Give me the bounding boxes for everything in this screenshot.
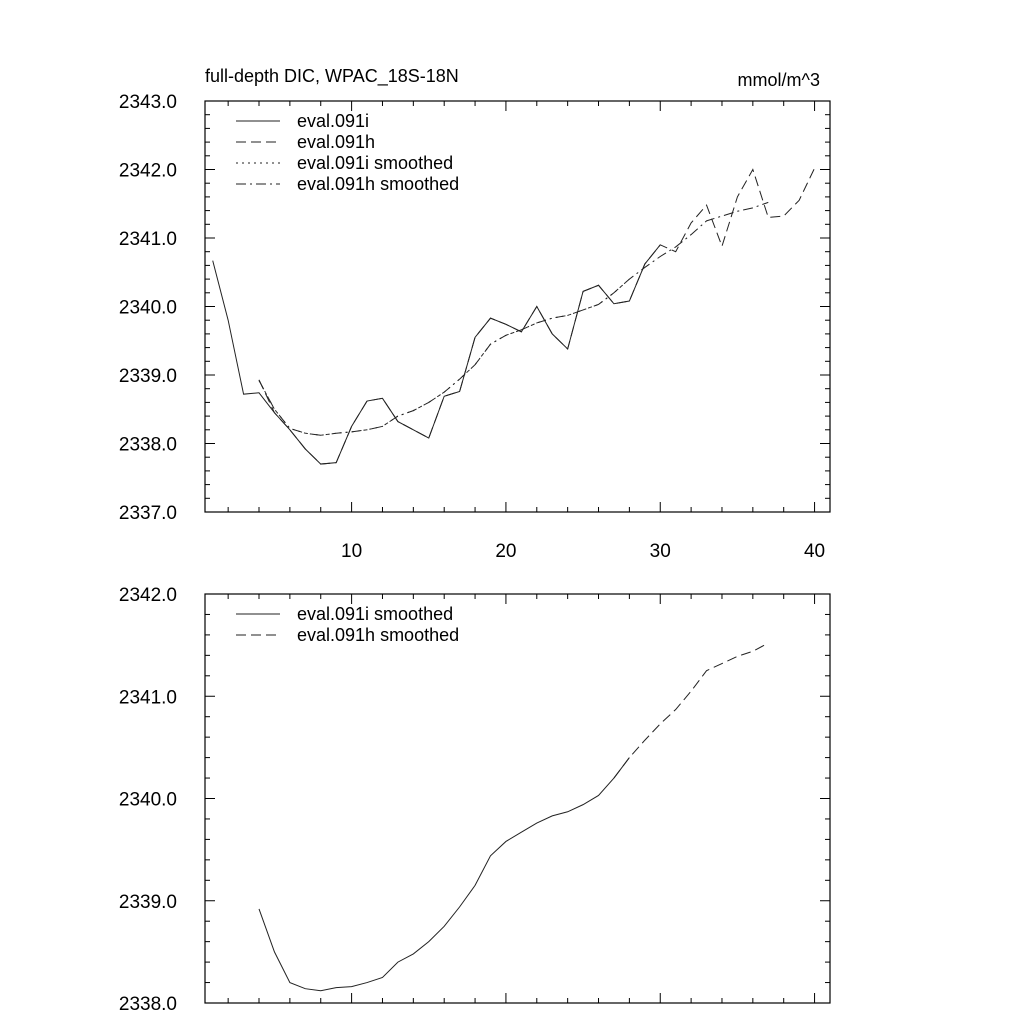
y-tick-label: 2342.0: [119, 585, 177, 606]
bottom-panel: 2338.0 2339.0 2340.0 2341.0 2342.0 eval.091i …: [119, 585, 831, 1015]
y-tick-label: 2338.0: [119, 994, 177, 1015]
legend-label: eval.091h smoothed: [297, 174, 459, 194]
top-panel: 2337.0 2338.0 2339.0 2340.0 2341.0 2342.0 2343…: [119, 92, 831, 562]
x-tick-label: 40: [804, 541, 825, 562]
y-tick-label: 2342.0: [119, 161, 177, 182]
plot-frame: [204, 593, 831, 1004]
x-tick-label: 20: [495, 541, 516, 562]
y-tick-label: 2340.0: [119, 790, 177, 811]
y-tick-label: 2339.0: [119, 892, 177, 913]
legend-label: eval.091i: [297, 111, 369, 131]
series-line-1: [613, 642, 769, 779]
y-tick-label: 2341.0: [119, 687, 177, 708]
y-tick-label: 2339.0: [119, 366, 177, 387]
y-tick-label: 2343.0: [119, 92, 177, 113]
series-line-0: [258, 757, 630, 992]
legend-label: eval.091i smoothed: [297, 153, 453, 173]
chart-title: full-depth DIC, WPAC_18S-18N: [205, 66, 459, 87]
y-tick-label: 2341.0: [119, 229, 177, 250]
legend-label: eval.091i smoothed: [297, 604, 453, 624]
y-tick-label: 2337.0: [119, 503, 177, 524]
series-line-3: [258, 201, 769, 436]
y-tick-label: 2338.0: [119, 435, 177, 456]
units-label: mmol/m^3: [738, 70, 820, 90]
x-tick-label: 10: [341, 541, 362, 562]
series-line-0: [212, 244, 661, 465]
x-tick-label: 30: [650, 541, 671, 562]
series-line-1: [258, 167, 816, 465]
legend-label: eval.091h smoothed: [297, 625, 459, 645]
y-tick-label: 2340.0: [119, 298, 177, 319]
series-line-2: [258, 278, 630, 436]
legend-label: eval.091h: [297, 132, 375, 152]
